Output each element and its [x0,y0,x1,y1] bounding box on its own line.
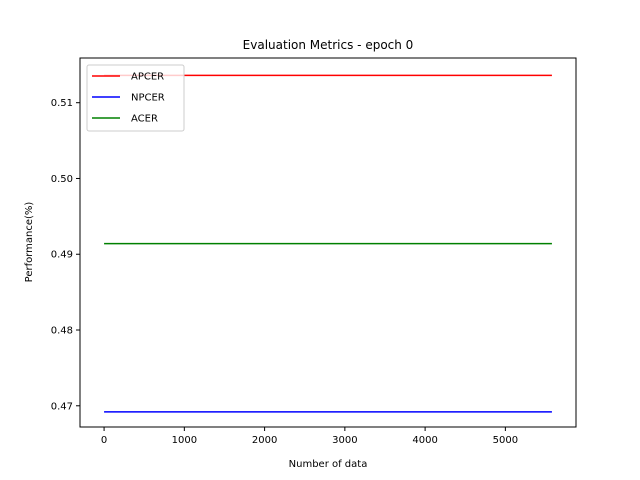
legend-label-acer: ACER [131,114,158,125]
y-tick-label: 0.51 [51,98,73,109]
x-tick-label: 2000 [252,435,277,446]
x-tick-label: 1000 [172,435,197,446]
legend-label-apcer: APCER [131,72,164,83]
x-tick-label: 3000 [332,435,357,446]
chart-title: Evaluation Metrics - epoch 0 [243,38,414,52]
plot-area-frame [79,57,577,428]
legend-label-npcer: NPCER [131,93,165,104]
y-axis-label: Performance(%) [24,202,35,283]
legend: APCER NPCER ACER [86,64,185,132]
x-tick-label: 0 [101,435,107,446]
y-tick-label: 0.48 [51,326,73,337]
y-tick-label: 0.47 [51,401,73,412]
legend-box [86,64,185,132]
x-tick-label: 4000 [412,435,437,446]
legend-items: APCER NPCER ACER [92,72,165,125]
x-axis-label: Number of data [289,459,368,470]
x-axis-ticks: 0 1000 2000 3000 4000 5000 [101,427,518,446]
y-axis-ticks: 0.47 0.48 0.49 0.50 0.51 [51,98,80,412]
x-tick-label: 5000 [493,435,518,446]
y-tick-label: 0.50 [51,174,73,185]
y-tick-label: 0.49 [51,250,73,261]
